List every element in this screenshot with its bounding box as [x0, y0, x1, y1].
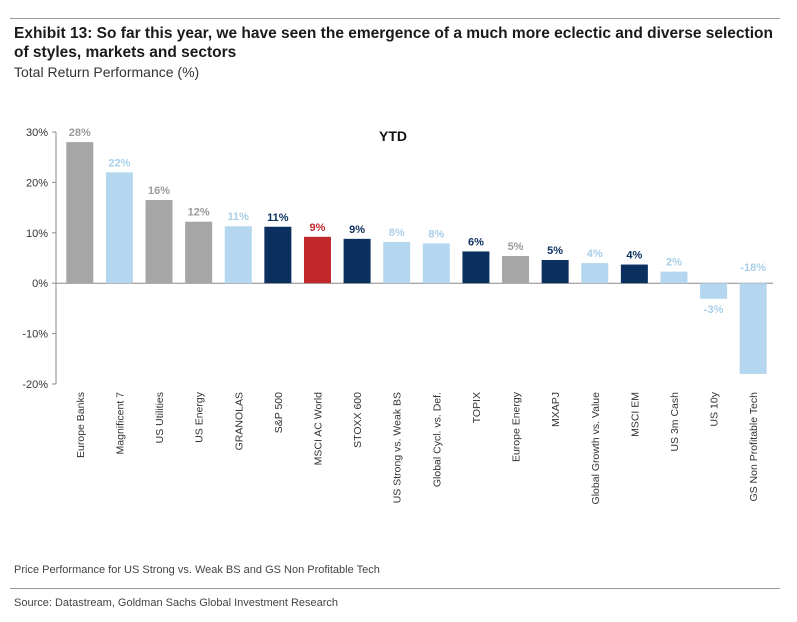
data-label: 4% — [626, 250, 642, 262]
category-label: Europe Energy — [511, 391, 523, 462]
bar — [343, 238, 371, 284]
bar — [620, 264, 648, 284]
y-tick-label: 30% — [26, 127, 48, 139]
data-label: 22% — [108, 157, 130, 169]
footnote: Price Performance for US Strong vs. Weak… — [14, 564, 380, 576]
data-label: 4% — [587, 248, 603, 260]
bar — [541, 260, 569, 284]
y-tick-label: 20% — [26, 177, 48, 189]
data-label: 16% — [148, 185, 170, 197]
category-label: Global Cycl. vs. Def. — [431, 392, 443, 487]
bar — [581, 263, 609, 284]
category-label: STOXX 600 — [352, 392, 364, 448]
bar — [185, 221, 213, 284]
data-label: 6% — [468, 236, 484, 248]
category-label: US Utilities — [154, 392, 166, 443]
category-label: US 10y — [709, 391, 721, 426]
exhibit-title: Exhibit 13: So far this year, we have se… — [14, 25, 773, 61]
data-label: 8% — [428, 228, 444, 240]
bar — [502, 255, 530, 284]
category-label: Magnificent 7 — [114, 392, 126, 455]
data-label: 8% — [389, 227, 405, 239]
data-label: 9% — [310, 222, 326, 234]
category-label: MXAPJ — [550, 392, 562, 427]
category-label: TOPIX — [471, 392, 483, 423]
data-label: 9% — [349, 224, 365, 236]
data-label: 5% — [547, 245, 563, 257]
data-label: 12% — [188, 207, 210, 219]
data-label: 11% — [267, 212, 289, 224]
y-tick-label: 0% — [32, 278, 48, 290]
data-label: 11% — [228, 211, 250, 223]
bar — [264, 226, 292, 284]
data-label: -3% — [704, 304, 724, 316]
footer-rule — [10, 588, 780, 589]
top-rule — [10, 18, 780, 19]
category-label: GS Non Profitable Tech — [748, 392, 760, 502]
bar — [105, 172, 133, 284]
data-label: -18% — [740, 262, 766, 274]
bar-chart: -20% -10% 0% 10% 20% 30% YTD 28% Europe Banks 22%… — [22, 127, 773, 505]
category-label: GRANOLAS — [233, 392, 245, 450]
bar — [660, 271, 688, 284]
bar — [422, 243, 450, 284]
category-label: MSCI AC World — [312, 392, 324, 465]
category-label: Europe Banks — [75, 392, 87, 458]
y-tick-label: -20% — [22, 379, 48, 391]
chart-title: YTD — [379, 128, 407, 144]
category-label: US 3m Cash — [669, 392, 681, 452]
category-label: Global Growth vs. Value — [590, 392, 602, 505]
chart-subtitle: Total Return Performance (%) — [14, 64, 200, 80]
bar — [66, 142, 94, 284]
bar — [303, 236, 331, 284]
category-label: MSCI EM — [629, 392, 641, 437]
category-label: S&P 500 — [273, 392, 285, 433]
bar — [700, 283, 728, 299]
bar — [383, 241, 411, 284]
y-tick-label: -10% — [22, 329, 48, 341]
bar — [224, 226, 252, 284]
source-note: Source: Datastream, Goldman Sachs Global… — [14, 597, 339, 609]
data-label: 28% — [69, 127, 91, 139]
data-label: 2% — [666, 257, 682, 269]
y-tick-label: 10% — [26, 228, 48, 240]
data-label: 5% — [508, 241, 524, 253]
bar — [739, 283, 767, 374]
bar — [462, 251, 490, 284]
category-label: US Energy — [194, 391, 206, 443]
category-label: US Strong vs. Weak BS — [392, 392, 404, 503]
bar — [145, 200, 173, 284]
